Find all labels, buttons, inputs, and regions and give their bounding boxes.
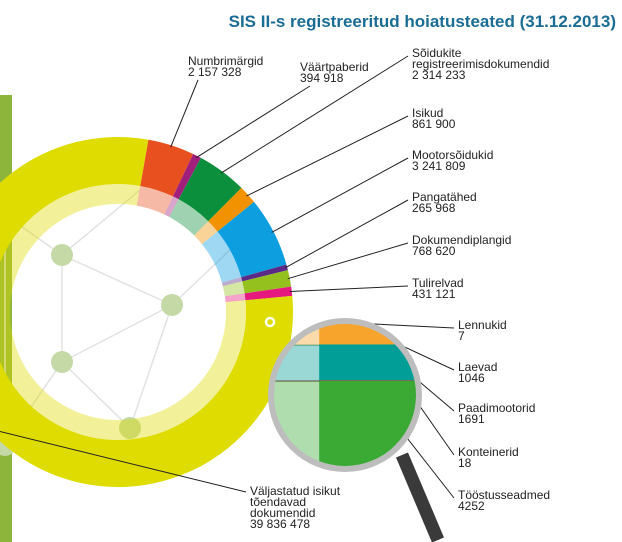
leader-line	[285, 200, 408, 268]
leader-line	[290, 286, 408, 291]
value-label: 3 241 809	[412, 161, 562, 172]
category-label: Lennukid	[458, 320, 608, 331]
leader-line	[246, 116, 408, 196]
value-label: 1691	[458, 414, 608, 425]
value-label: 431 121	[412, 289, 562, 300]
category-label: Väljastatud isikut tõendavad dokumendid	[250, 486, 345, 519]
value-label: 2 157 328	[188, 67, 298, 78]
value-label: 265 968	[412, 203, 562, 214]
infographic: SIS II-s registreeritud hoiatusteated (3…	[0, 0, 622, 542]
value-label: 18	[458, 458, 608, 469]
value-label: 7	[458, 331, 608, 342]
value-label: 394 918	[300, 73, 390, 84]
category-label: Sõidukite registreerimisdokumendid	[412, 48, 562, 70]
value-label: 768 620	[412, 246, 562, 257]
leader-line	[171, 80, 198, 147]
value-label: 2 314 233	[412, 70, 562, 81]
chart-title: SIS II-s registreeritud hoiatusteated (3…	[229, 12, 616, 32]
value-label: 39 836 478	[250, 519, 345, 530]
value-label: 4252	[458, 501, 608, 512]
leader-line	[272, 158, 408, 232]
leader-line	[288, 243, 408, 279]
leader-line	[196, 86, 310, 158]
magnifier-handle	[402, 455, 438, 540]
category-label: Konteinerid	[458, 447, 608, 458]
value-label: 1046	[458, 373, 608, 384]
value-label: 861 900	[412, 119, 562, 130]
